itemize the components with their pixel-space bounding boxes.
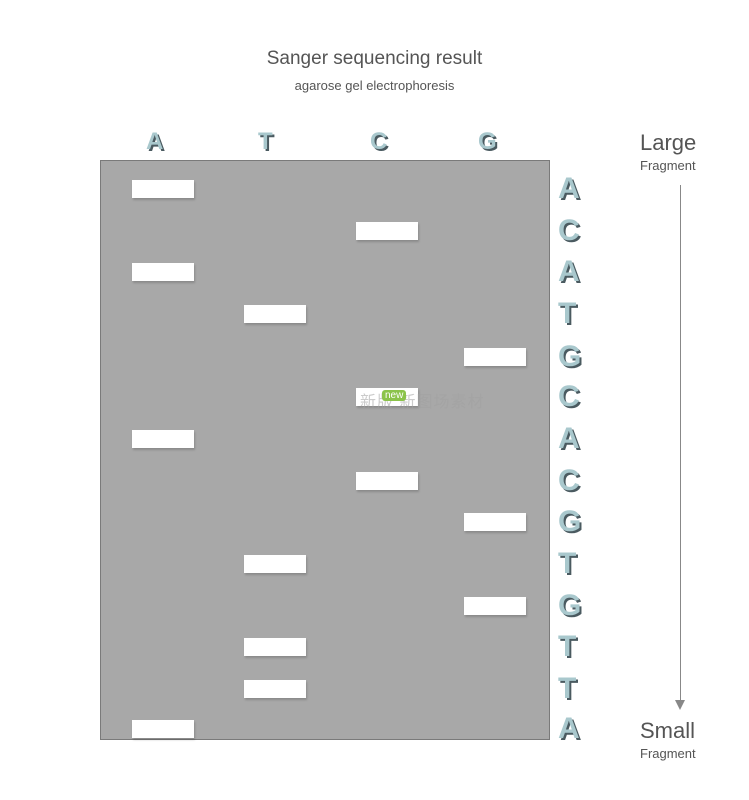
size-label-small: Small bbox=[640, 718, 695, 744]
band-A-2 bbox=[132, 263, 194, 281]
band-A-6 bbox=[132, 430, 194, 448]
title-text: agarose gel electrophoresis bbox=[0, 78, 749, 93]
direction-arrow-line bbox=[680, 185, 681, 700]
gel-box bbox=[100, 160, 550, 740]
size-label-large: Large bbox=[640, 130, 696, 156]
band-C-1 bbox=[356, 222, 418, 240]
direction-arrow-head bbox=[675, 700, 685, 710]
size-sublabel-large: Fragment bbox=[640, 158, 696, 173]
band-A-13 bbox=[132, 720, 194, 738]
watermark-badge: new bbox=[382, 390, 406, 401]
band-G-8 bbox=[464, 513, 526, 531]
band-G-4 bbox=[464, 348, 526, 366]
band-T-9 bbox=[244, 555, 306, 573]
band-T-12 bbox=[244, 680, 306, 698]
size-sublabel-small: Fragment bbox=[640, 746, 696, 761]
band-A-0 bbox=[132, 180, 194, 198]
band-T-11 bbox=[244, 638, 306, 656]
band-G-10 bbox=[464, 597, 526, 615]
title-text: Sanger sequencing result bbox=[0, 48, 749, 70]
band-T-3 bbox=[244, 305, 306, 323]
band-C-7 bbox=[356, 472, 418, 490]
